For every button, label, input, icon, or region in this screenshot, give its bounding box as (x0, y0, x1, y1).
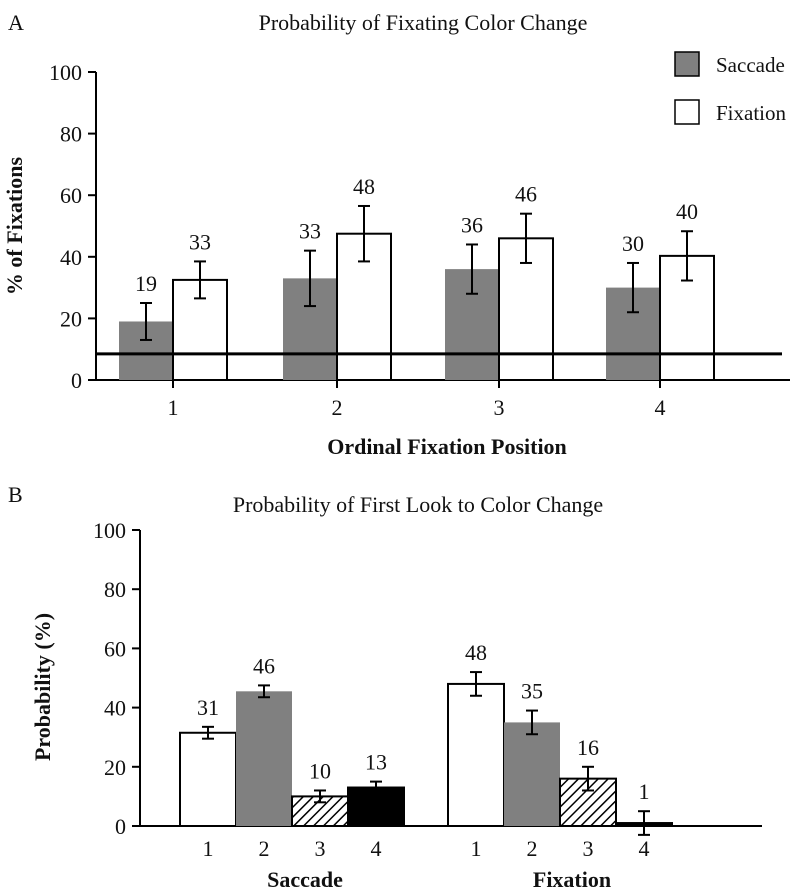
panel-b-errorbar-saccade-4 (370, 780, 382, 795)
panel-a-bars: 19 33 33 48 36 46 30 40 (96, 174, 782, 382)
panel-b-xtick-label-fixation-2: 2 (527, 836, 538, 861)
panel-b-xtick-label-fixation-1: 1 (471, 836, 482, 861)
panel-a-value-label-saccade-4: 30 (622, 231, 644, 256)
panel-a-errorbar-fixation-3 (520, 212, 532, 264)
panel-a-value-label-saccade-3: 36 (461, 212, 483, 237)
panel-a-errorbar-saccade-4 (627, 261, 639, 314)
panel-b-bars: 31 46 10 13 48 35 16 1 (179, 640, 673, 836)
panel-a-xlabel: Ordinal Fixation Position (327, 434, 567, 459)
legend-label-fixation: Fixation (716, 101, 787, 125)
panel-b-title: Probability of First Look to Color Chang… (233, 492, 603, 517)
panel-a-value-label-fixation-3: 46 (515, 182, 537, 207)
panel-a-errorbar-saccade-2 (304, 249, 316, 308)
panel-a-value-label-saccade-2: 33 (299, 219, 321, 244)
panel-b-value-label-fixation-1: 48 (465, 640, 487, 665)
panel-a-value-label-fixation-2: 48 (353, 174, 375, 199)
panel-a-ylabel: % of Fixations (2, 157, 27, 296)
panel-b-errorbar-saccade-2 (258, 684, 270, 699)
panel-b-bar-saccade-1 (179, 731, 237, 828)
panel-b-ytick-label-0: 0 (115, 814, 126, 839)
panel-b-errorbar-saccade-1 (202, 725, 214, 740)
panel-b-value-label-saccade-1: 31 (197, 695, 219, 720)
panel-a-errorbar-saccade-3 (466, 243, 478, 295)
panel-b-bar-fixation-2 (504, 722, 560, 826)
panel-a-ytick-label-40: 40 (60, 245, 82, 270)
panel-b-value-label-fixation-4: 1 (639, 779, 650, 804)
panel-a-value-label-saccade-1: 19 (135, 271, 157, 296)
panel-b-value-label-saccade-2: 46 (253, 653, 275, 678)
panel-a-errorbar-saccade-1 (140, 302, 152, 341)
panel-b-xtick-label-saccade-3: 3 (315, 836, 326, 861)
panel-a-xtick-label-3: 3 (494, 395, 505, 420)
panel-a-ytick-label-60: 60 (60, 183, 82, 208)
panel-b-ylabel: Probability (%) (30, 613, 55, 761)
panel-b-ytick-label-60: 60 (104, 636, 126, 661)
panel-b-xtick-label-saccade-1: 1 (203, 836, 214, 861)
panel-b-xtick-label-fixation-4: 4 (639, 836, 650, 861)
panel-b: B Probability of First Look to Color Cha… (8, 482, 762, 892)
panel-b-errorbar-saccade-3 (314, 789, 326, 804)
panel-b-label: B (8, 482, 23, 507)
panel-b-bar-saccade-2 (236, 691, 292, 826)
panel-b-group-label-fixation: Fixation (533, 867, 611, 892)
panel-b-ytick-label-100: 100 (93, 518, 126, 543)
panel-a-value-label-fixation-1: 33 (189, 229, 211, 254)
panel-b-errorbar-fixation-1 (470, 671, 482, 697)
legend-swatch-fixation (674, 99, 700, 125)
panel-b-xtick-label-saccade-4: 4 (371, 836, 382, 861)
panel-a-errorbar-fixation-2 (358, 204, 370, 263)
panel-b-errorbar-fixation-2 (526, 709, 538, 736)
panel-a-xtick-label-2: 2 (332, 395, 343, 420)
panel-b-value-label-fixation-2: 35 (521, 679, 543, 704)
panel-b-bar-fixation-1 (447, 682, 505, 827)
panel-b-errorbar-fixation-3 (582, 765, 594, 792)
panel-b-value-label-fixation-3: 16 (577, 735, 599, 760)
panel-b-xtick-label-saccade-2: 2 (259, 836, 270, 861)
panel-a-ytick-label-100: 100 (49, 60, 82, 85)
panel-b-ytick-label-40: 40 (104, 696, 126, 721)
panel-a-ytick-label-80: 80 (60, 122, 82, 147)
panel-a-xtick-label-1: 1 (168, 395, 179, 420)
legend-swatch-saccade (674, 51, 700, 77)
panel-a-value-label-fixation-4: 40 (676, 199, 698, 224)
panel-a-ytick-label-0: 0 (71, 368, 82, 393)
panel-a-bar-fixation-4 (659, 254, 715, 382)
panel-b-xtick-label-fixation-3: 3 (583, 836, 594, 861)
panel-a-axes: 0 20 40 60 80 100 1 2 3 4 (49, 60, 790, 420)
legend-label-saccade: Saccade (716, 53, 785, 77)
panel-b-bar-fixation-3 (559, 777, 617, 828)
panel-b-value-label-saccade-4: 13 (365, 750, 387, 775)
panel-a: A Probability of Fixating Color Change %… (2, 10, 790, 459)
panel-a-legend: Saccade Fixation (674, 51, 787, 125)
panel-b-group-label-saccade: Saccade (267, 867, 343, 892)
panel-a-xtick-label-4: 4 (655, 395, 666, 420)
panel-b-ytick-label-80: 80 (104, 577, 126, 602)
panel-b-errorbar-fixation-4 (638, 810, 650, 836)
panel-a-ytick-label-20: 20 (60, 306, 82, 331)
panel-b-value-label-saccade-3: 10 (309, 758, 331, 783)
panel-a-errorbar-fixation-4 (681, 230, 693, 282)
panel-a-title: Probability of Fixating Color Change (259, 10, 588, 35)
panel-a-errorbar-fixation-1 (194, 260, 206, 300)
panel-b-ytick-label-20: 20 (104, 755, 126, 780)
panel-a-label: A (8, 10, 24, 35)
